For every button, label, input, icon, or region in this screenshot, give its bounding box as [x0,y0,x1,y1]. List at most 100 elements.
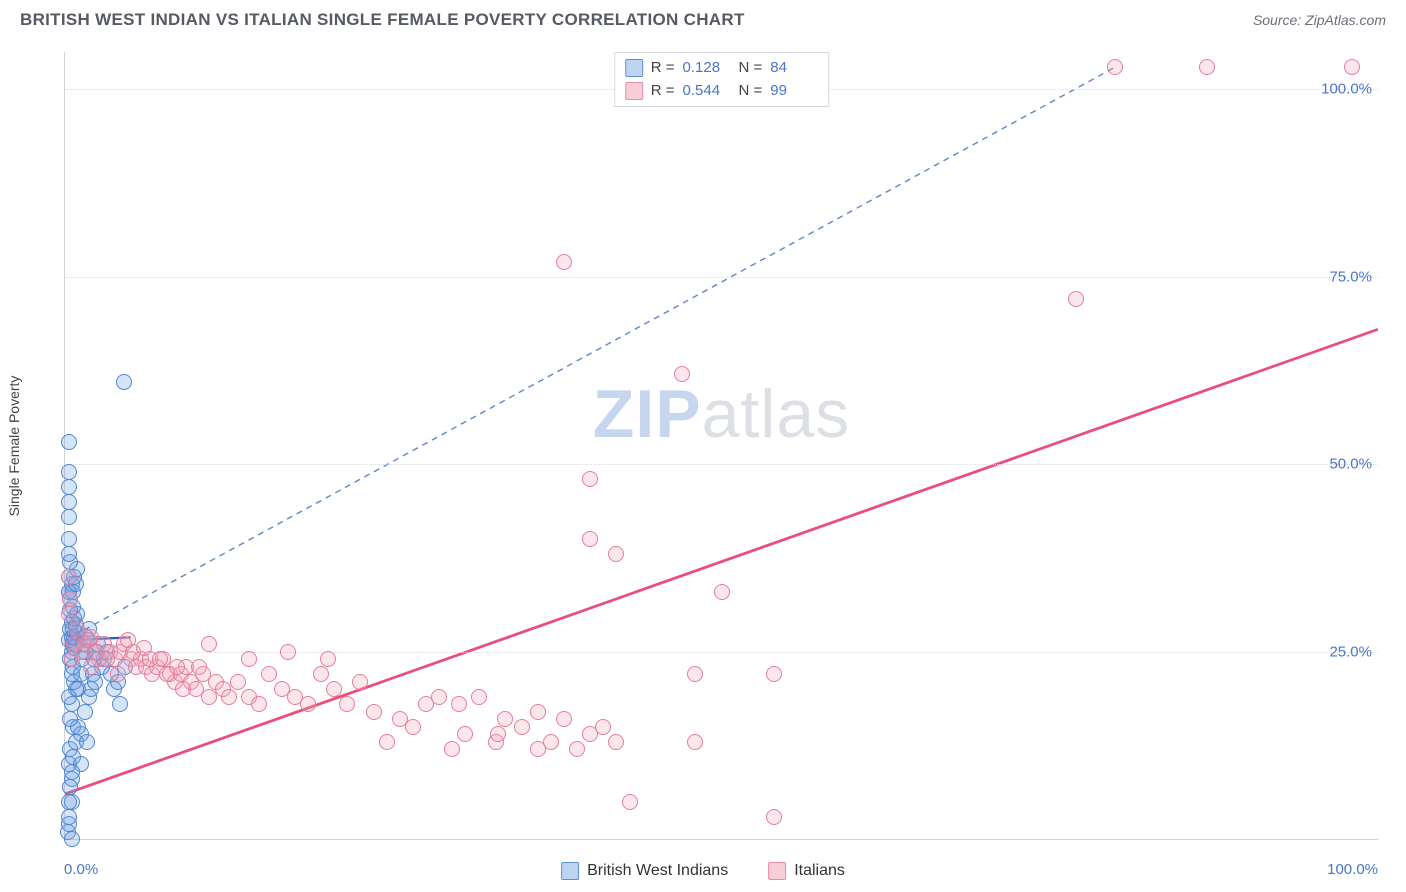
data-point [1344,59,1360,75]
y-axis-label: Single Female Poverty [6,376,22,517]
y-tick-label: 50.0% [1329,456,1372,473]
data-point [608,734,624,750]
data-point [622,794,638,810]
legend-swatch-2 [625,82,643,100]
data-point [64,764,80,780]
data-point [61,569,77,585]
legend-bottom-label-2: Italians [794,862,845,880]
legend-swatch-1 [625,59,643,77]
legend-bottom-label-1: British West Indians [587,862,728,880]
data-point [471,689,487,705]
legend-row-series2: R = 0.544 N = 99 [625,80,819,103]
gridline [65,277,1378,278]
data-point [444,741,460,757]
data-point [687,666,703,682]
data-point [61,809,77,825]
data-point [201,636,217,652]
data-point [175,681,191,697]
data-point [112,696,128,712]
data-point [87,674,103,690]
data-point [61,434,77,450]
data-point [152,651,168,667]
legend-row-series1: R = 0.128 N = 84 [625,57,819,80]
data-point [1107,59,1123,75]
data-point [120,632,136,648]
data-point [497,711,513,727]
data-point [261,666,277,682]
data-point [64,831,80,847]
data-point [230,674,246,690]
x-tick-max: 100.0% [1327,861,1378,878]
data-point [99,651,115,667]
legend-item-1: British West Indians [561,862,728,880]
data-point [241,651,257,667]
x-tick-min: 0.0% [64,861,98,878]
data-point [379,734,395,750]
data-point [77,704,93,720]
data-point [83,659,99,675]
data-point [62,711,78,727]
trend-lines-layer [65,52,1378,839]
r-value-1: 0.128 [683,57,731,80]
data-point [530,704,546,720]
data-point [405,719,421,735]
data-point [61,546,77,562]
gridline [65,464,1378,465]
data-point [221,689,237,705]
y-tick-label: 25.0% [1329,643,1372,660]
data-point [110,666,126,682]
data-point [61,494,77,510]
data-point [595,719,611,735]
data-point [169,659,185,675]
r-value-2: 0.544 [683,80,731,103]
legend-item-2: Italians [768,862,845,880]
data-point [62,779,78,795]
data-point [608,546,624,562]
data-point [251,696,267,712]
trend-line-series2 [65,329,1378,794]
data-point [339,696,355,712]
n-value-2: 99 [770,80,818,103]
data-point [674,366,690,382]
data-point [766,666,782,682]
data-point [326,681,342,697]
data-point [1199,59,1215,75]
n-label-1: N = [739,57,763,80]
chart-title: BRITISH WEST INDIAN VS ITALIAN SINGLE FE… [20,10,745,30]
data-point [490,726,506,742]
correlation-legend: R = 0.128 N = 84 R = 0.544 N = 99 [614,52,830,107]
watermark-zip: ZIP [593,376,702,452]
data-point [366,704,382,720]
r-label-2: R = [651,80,675,103]
watermark-atlas: atlas [702,376,851,452]
data-point [136,640,152,656]
data-point [280,644,296,660]
data-point [569,741,585,757]
data-point [61,509,77,525]
data-point [313,666,329,682]
data-point [766,809,782,825]
data-point [320,651,336,667]
watermark: ZIPatlas [593,375,850,453]
data-point [61,689,77,705]
data-point [714,584,730,600]
data-point [61,479,77,495]
data-point [457,726,473,742]
n-value-1: 84 [770,57,818,80]
data-point [582,531,598,547]
data-point [191,659,207,675]
chart-container: Single Female Poverty ZIPatlas R = 0.128… [20,44,1386,848]
data-point [62,591,78,607]
data-point [61,464,77,480]
data-point [431,689,447,705]
data-point [300,696,316,712]
data-point [514,719,530,735]
data-point [352,674,368,690]
data-point [116,374,132,390]
y-tick-label: 100.0% [1321,81,1372,98]
data-point [530,741,546,757]
series-legend: British West Indians Italians [561,862,845,880]
y-tick-label: 75.0% [1329,268,1372,285]
data-point [1068,291,1084,307]
legend-bottom-swatch-1 [561,862,579,880]
